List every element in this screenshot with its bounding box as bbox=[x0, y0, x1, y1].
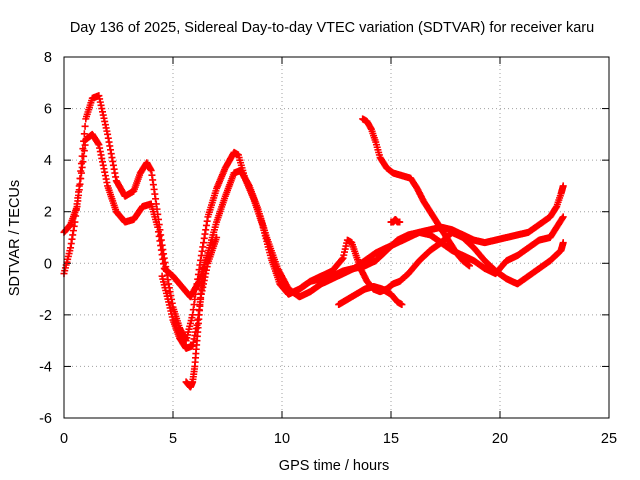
y-tick-label: 4 bbox=[44, 153, 52, 169]
data-point bbox=[200, 264, 208, 272]
y-tick-label: -2 bbox=[39, 308, 52, 324]
chart-title: Day 136 of 2025, Sidereal Day-to-day VTE… bbox=[70, 20, 594, 36]
data-point bbox=[559, 182, 567, 190]
y-tick-label: -6 bbox=[39, 411, 52, 427]
data-point bbox=[398, 301, 406, 309]
series-trace-2 bbox=[60, 130, 567, 301]
y-tick-label: -4 bbox=[39, 359, 52, 375]
x-tick-label: 20 bbox=[492, 431, 508, 447]
x-tick-label: 25 bbox=[601, 431, 617, 447]
grid bbox=[64, 57, 609, 418]
data-point bbox=[213, 234, 221, 241]
x-axis-label: GPS time / hours bbox=[279, 458, 389, 474]
data-point bbox=[559, 239, 567, 247]
plot-area bbox=[60, 92, 567, 391]
y-axis-label: SDTVAR / TECUs bbox=[7, 180, 23, 296]
series-trace-8 bbox=[387, 215, 404, 226]
y-tick-label: 8 bbox=[44, 50, 52, 66]
data-point bbox=[559, 213, 567, 221]
series-trace-6 bbox=[359, 115, 473, 270]
y-tick-label: 2 bbox=[44, 205, 52, 221]
series-trace-5 bbox=[295, 228, 567, 296]
x-tick-label: 0 bbox=[60, 431, 68, 447]
plot-frame bbox=[63, 56, 610, 419]
y-tick-label: 6 bbox=[44, 102, 52, 118]
x-tick-label: 15 bbox=[383, 431, 399, 447]
x-tick-label: 10 bbox=[274, 431, 290, 447]
series-trace-4 bbox=[182, 264, 208, 391]
y-tick-label: 0 bbox=[44, 256, 52, 272]
series-trace-7 bbox=[335, 282, 406, 309]
data-point bbox=[396, 218, 404, 226]
x-tick-label: 5 bbox=[169, 431, 177, 447]
data-point bbox=[81, 122, 89, 130]
data-point bbox=[80, 130, 88, 138]
data-point bbox=[465, 262, 473, 270]
